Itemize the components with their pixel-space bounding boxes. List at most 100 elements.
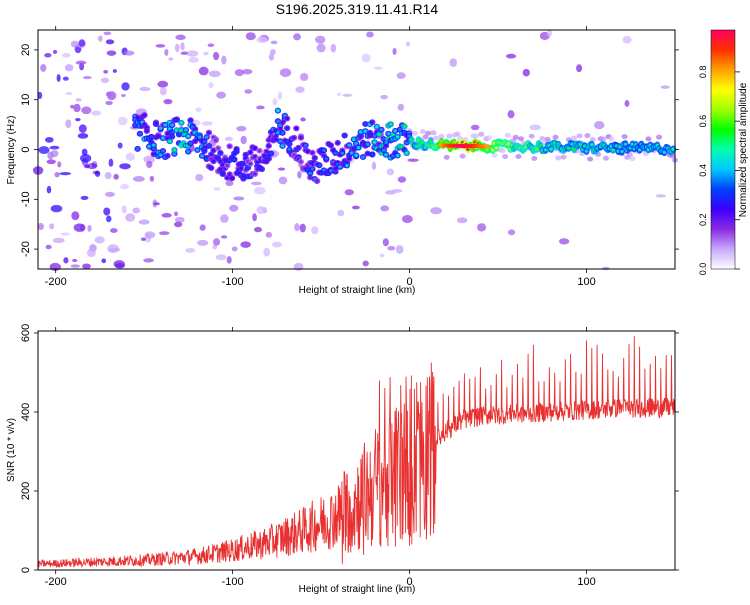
spectrogram-cell — [287, 142, 292, 146]
spectrogram-cell — [379, 253, 385, 258]
spectrogram-cell — [416, 138, 421, 142]
spectrogram-cell — [528, 133, 535, 139]
spectrogram-cell — [218, 151, 223, 155]
spectrogram-cell — [168, 139, 172, 143]
spectrogram-cell — [342, 93, 353, 97]
spectrogram-cell — [420, 141, 424, 145]
spectrogram-cell — [401, 215, 413, 224]
spectrogram-cell — [218, 167, 223, 171]
spectrogram-cell — [253, 155, 257, 159]
spectrogram-cell — [276, 130, 280, 135]
spectrogram-cell — [294, 126, 299, 131]
spectrogram-cell — [62, 76, 69, 81]
spectrogram-cell — [197, 239, 209, 246]
spectrogram-cell — [375, 125, 379, 129]
spectrogram-cell — [45, 244, 52, 250]
spectrogram-cell — [380, 205, 390, 212]
spectrogram-cell — [233, 196, 245, 201]
spectrogram-cell — [199, 224, 206, 231]
spectrogram-cell — [142, 113, 147, 117]
spectrogram-cell — [484, 144, 490, 149]
spectrogram-cell — [91, 110, 102, 116]
spectrogram-cell — [209, 166, 214, 170]
spectrogram-cell — [317, 163, 322, 167]
spectrogram-cell — [266, 157, 271, 161]
spectrogram-cell — [104, 191, 115, 197]
spectrogram-cell — [611, 148, 615, 152]
spectrogram-cell — [352, 147, 356, 151]
spectrogram-y-ticks: -20 -10 0 10 20 — [20, 44, 679, 257]
spectrogram-cell — [216, 91, 226, 99]
spectrogram-cell — [250, 181, 262, 186]
x-tick-label: -100 — [222, 276, 244, 288]
spectrogram-cell — [381, 148, 386, 152]
spectrogram-x-label: Height of straight line (km) — [299, 285, 416, 296]
spectrogram-cell — [576, 64, 583, 73]
spectrogram-cell — [507, 110, 515, 119]
spectrogram-cell — [72, 258, 78, 263]
spectrogram-cells — [32, 29, 678, 271]
spectrogram-cell — [392, 47, 397, 55]
spectrogram-cell — [365, 151, 370, 156]
spectrogram-cell — [164, 48, 169, 56]
spectrogram-cell — [246, 165, 250, 170]
colorbar-ticks: 0.0 0.2 0.4 0.6 0.8 — [698, 66, 740, 275]
spectrogram-cell — [329, 143, 333, 147]
spectrogram-cell — [170, 130, 174, 134]
spectrogram-cell — [352, 137, 356, 141]
spectrogram-cell — [293, 262, 304, 271]
spectrogram-cell — [300, 117, 306, 122]
spectrogram-cell — [188, 57, 199, 63]
spectrogram-cell — [335, 141, 340, 145]
spectrogram-cell — [560, 154, 567, 160]
spectrogram-cell — [151, 143, 156, 147]
spectrogram-cell — [299, 136, 303, 140]
spectrogram-cell — [624, 100, 630, 107]
colorbar-gradient — [710, 29, 736, 270]
spectrogram-cell — [331, 162, 335, 166]
snr-x-label: Height of straight line (km) — [299, 584, 416, 595]
figure-title: S196.2025.319.11.41.R14 — [276, 1, 439, 17]
spectrogram-cell — [552, 134, 559, 140]
spectrogram-cell — [395, 153, 400, 158]
spectrogram-cell — [248, 162, 253, 166]
spectrogram-cell — [277, 167, 286, 171]
spectrogram-cell — [430, 207, 442, 215]
spectrogram-cell — [75, 98, 82, 102]
y-tick-label: 200 — [20, 482, 32, 500]
y-tick-label: -20 — [20, 241, 32, 257]
spectrogram-cell — [44, 136, 54, 143]
spectrogram-cell — [75, 117, 81, 122]
spectrogram-cell — [203, 51, 209, 56]
spectrogram-cell — [158, 153, 163, 157]
spectrogram-cell — [173, 221, 183, 228]
spectrogram-cell — [105, 39, 115, 45]
spectrogram-cell — [411, 130, 418, 136]
spectrogram-cell — [198, 66, 209, 76]
spectrogram-cell — [443, 154, 450, 160]
spectrogram-cell — [132, 175, 145, 182]
spectrogram-cell — [153, 202, 160, 206]
spectrogram-cell — [186, 150, 191, 154]
snr-y-label: SNR (10 * v/v) — [6, 418, 17, 482]
spectrogram-cell — [159, 86, 167, 96]
spectrogram-cell — [252, 213, 257, 222]
spectrogram-cell — [155, 44, 166, 48]
spectrogram-cell — [225, 180, 234, 187]
spectrogram-cell — [201, 121, 213, 126]
spectrogram-cell — [123, 50, 135, 56]
spectrogram-cell — [299, 223, 306, 233]
spectrogram-cell — [225, 176, 230, 180]
spectrogram-cell — [600, 136, 607, 142]
spectrogram-cell — [333, 167, 338, 171]
y-tick-label: 0 — [20, 146, 32, 152]
spectrogram-cell — [272, 98, 278, 106]
spectrogram-cell — [277, 91, 283, 100]
spectrogram-cell — [470, 124, 480, 131]
spectrogram-cell — [478, 131, 485, 137]
spectrogram-cell — [114, 262, 125, 269]
spectrogram-cell — [308, 171, 312, 175]
y-tick-label: 400 — [20, 403, 32, 421]
spectrogram-cell — [572, 147, 576, 151]
spectrogram-cell — [132, 207, 141, 214]
